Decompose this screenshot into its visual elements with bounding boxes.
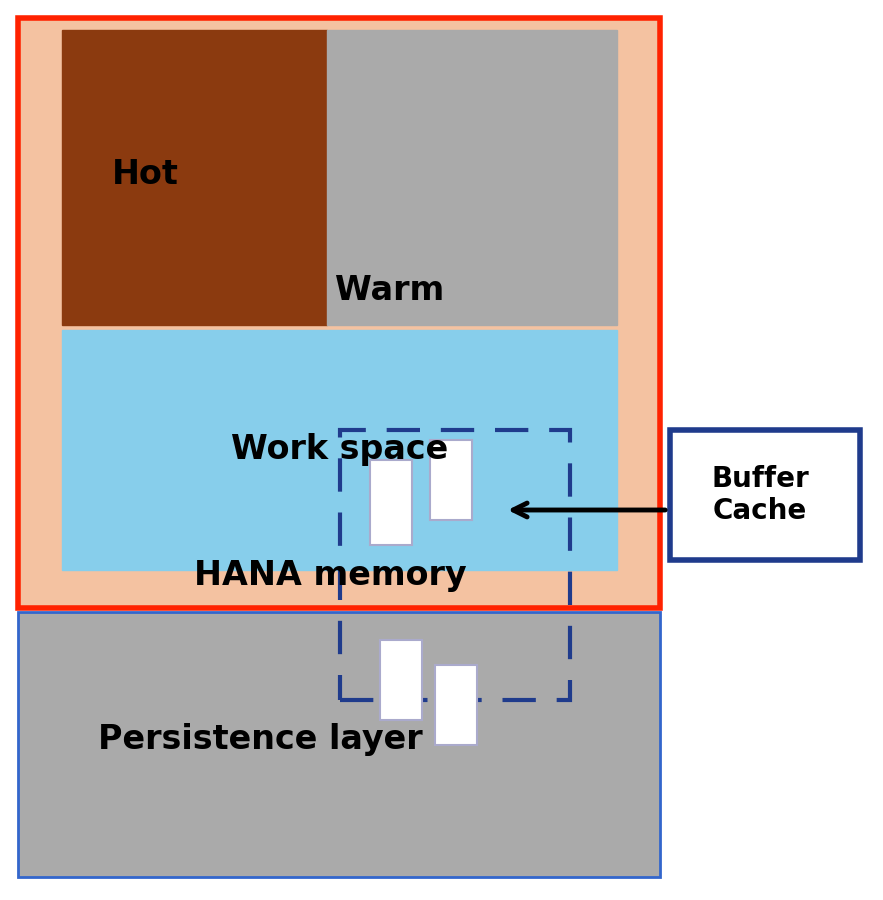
Bar xyxy=(435,665,477,745)
Bar xyxy=(670,430,860,560)
Bar xyxy=(370,460,412,545)
Bar xyxy=(380,640,422,720)
Text: Warm: Warm xyxy=(336,274,445,307)
Bar xyxy=(18,18,660,608)
Text: Buffer
Cache: Buffer Cache xyxy=(711,464,809,526)
Text: HANA memory: HANA memory xyxy=(193,559,466,591)
Bar xyxy=(62,30,327,325)
Bar xyxy=(18,612,660,877)
Text: Hot: Hot xyxy=(111,158,178,192)
Bar xyxy=(327,30,617,325)
Bar xyxy=(62,330,617,570)
Bar xyxy=(340,430,570,700)
Bar xyxy=(430,440,472,520)
Text: Work space: Work space xyxy=(231,434,449,466)
Text: Persistence layer: Persistence layer xyxy=(98,724,422,757)
